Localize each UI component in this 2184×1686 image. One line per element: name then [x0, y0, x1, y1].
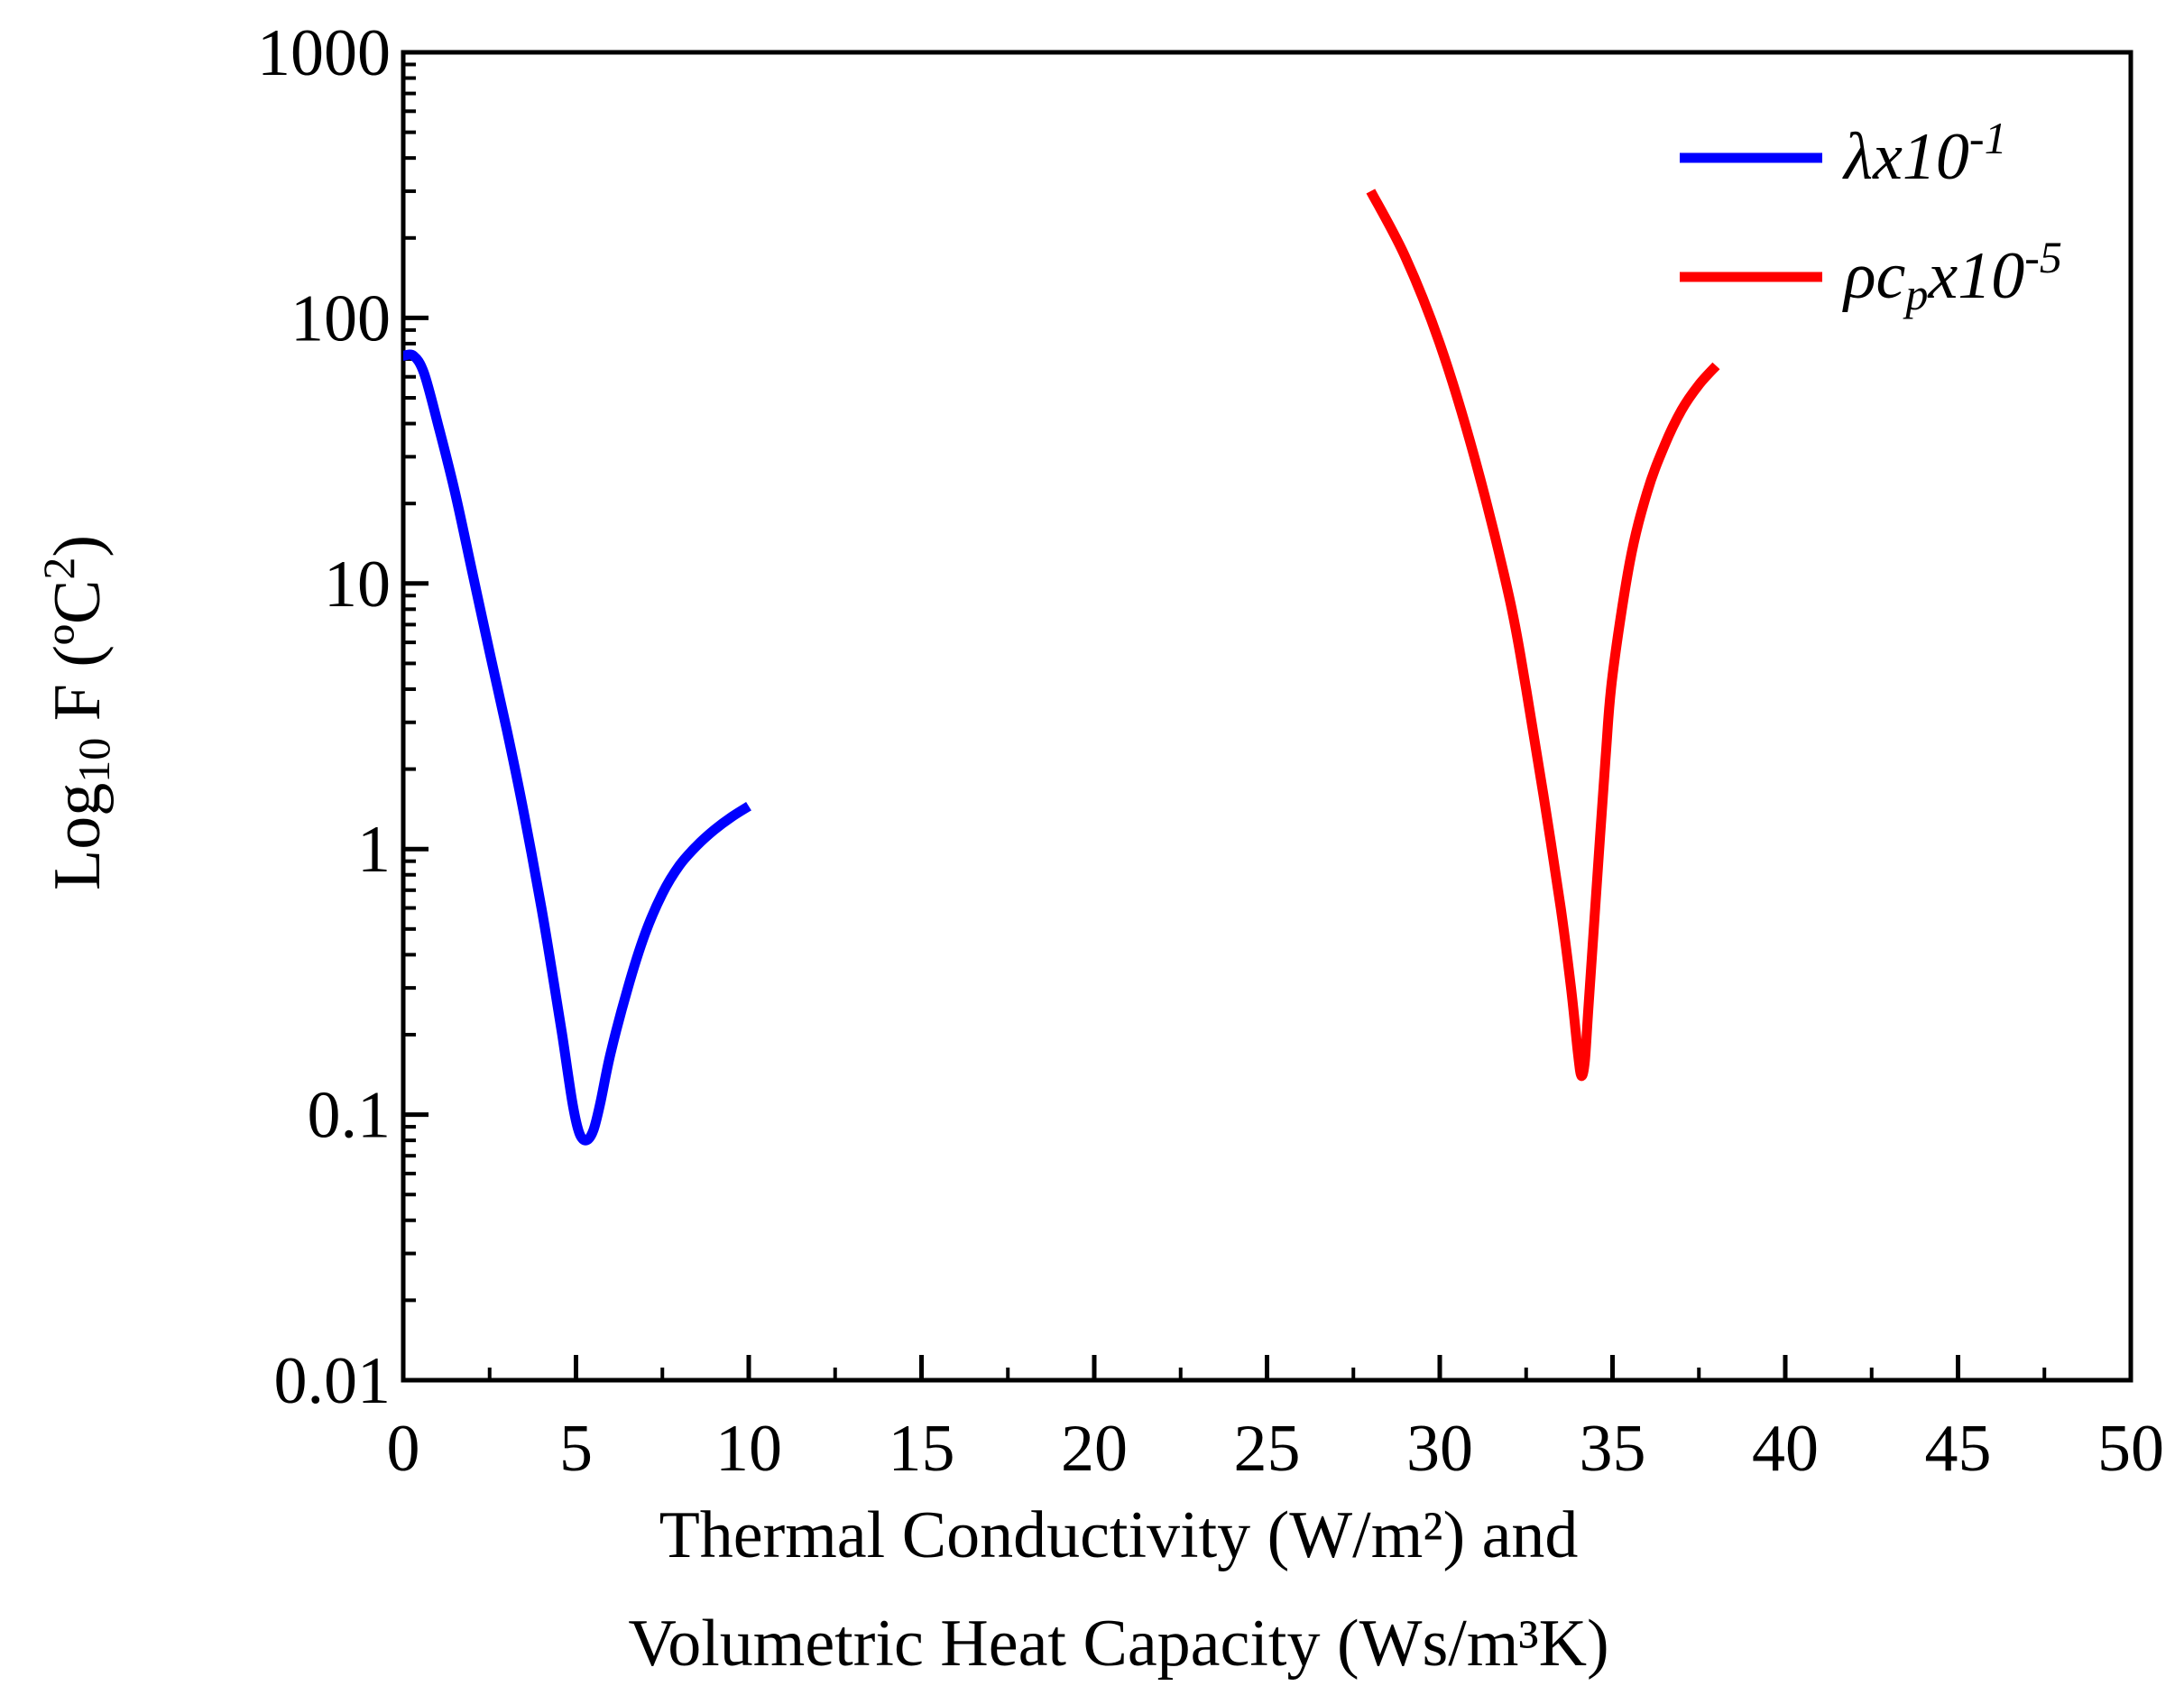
y-tick-label: 10	[324, 548, 391, 622]
x-axis-title-line-1: Thermal Conductivity (W/m²) and	[659, 1498, 1579, 1572]
y-tick-label: 0.01	[274, 1344, 392, 1418]
legend-label-rho-cp: ρcpx10-5	[1842, 232, 2062, 319]
series-layer	[402, 189, 1720, 1146]
legend-label-lambda: λx10-1	[1842, 113, 2007, 194]
series-line-lambda	[402, 349, 751, 1146]
y-tick-label: 1000	[257, 16, 391, 90]
x-tick-label: 45	[1925, 1412, 1992, 1486]
y-axis-title: Log10 F (ºC2)	[33, 535, 119, 890]
x-tick-label: 15	[889, 1412, 955, 1486]
x-tick-label: 25	[1234, 1412, 1301, 1486]
x-tick-label: 10	[715, 1412, 782, 1486]
x-tick-label: 0	[387, 1412, 420, 1486]
x-axis: 0 5 10 15 20 25 30 35 40 45 50	[387, 1355, 2164, 1486]
y-tick-label: 1	[357, 813, 391, 887]
y-tick-label: 100	[290, 281, 391, 355]
legend: λx10-1 ρcpx10-5	[1680, 113, 2062, 319]
y-tick-label: 0.1	[308, 1079, 392, 1153]
x-tick-label: 30	[1406, 1412, 1473, 1486]
x-tick-label: 20	[1061, 1412, 1128, 1486]
x-axis-title-line-2: Volumetric Heat Capacity (Ws/m³K)	[628, 1607, 1608, 1681]
x-tick-label: 35	[1580, 1412, 1646, 1486]
x-tick-label: 40	[1752, 1412, 1819, 1486]
series-line-rho_cp	[1366, 189, 1720, 1082]
y-axis: 0.01 0.1 1 10 100 1000	[257, 16, 429, 1418]
x-tick-label: 50	[2097, 1412, 2164, 1486]
x-tick-label: 5	[559, 1412, 593, 1486]
